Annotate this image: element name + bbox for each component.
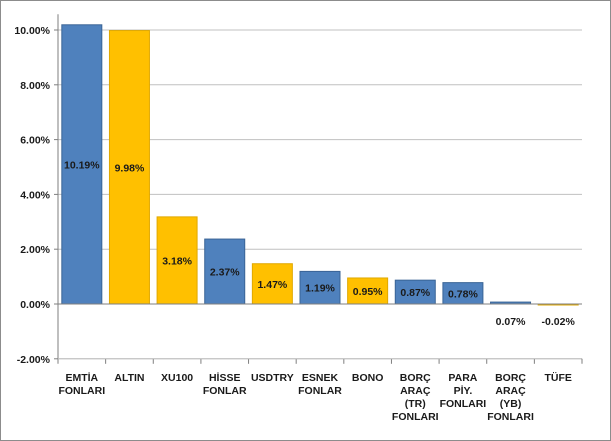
data-label: 0.78%	[448, 288, 478, 300]
category-label: FONLARI	[440, 398, 487, 410]
y-tick-label: 0.00%	[20, 299, 50, 311]
data-label: 0.87%	[400, 287, 430, 299]
data-label: -0.02%	[542, 316, 576, 328]
category-label: ARAÇ	[400, 385, 431, 397]
bar	[251, 263, 293, 305]
category-label: ALTIN	[114, 372, 144, 384]
category-label: XU100	[161, 372, 193, 384]
y-tick-label: 6.00%	[20, 135, 50, 147]
y-tick-label: 10.00%	[14, 25, 50, 37]
data-label: 1.47%	[257, 279, 287, 291]
data-label: 3.18%	[162, 255, 192, 267]
category-label: FONLARI	[392, 411, 439, 423]
category-label: USDTRY	[251, 372, 294, 384]
category-label: (YB)	[500, 398, 522, 410]
data-label: 0.95%	[353, 286, 383, 298]
bar	[299, 270, 341, 305]
y-axis-tick-labels: 10.00% 8.00% 6.00% 4.00% 2.00% 0.00% -2.00%	[14, 25, 50, 366]
y-tick-label: 4.00%	[20, 189, 50, 201]
y-tick-label: 8.00%	[20, 80, 50, 92]
category-label: BONO	[352, 372, 384, 384]
bar	[156, 216, 198, 305]
category-label: EMTİA	[65, 371, 98, 384]
category-label: TÜFE	[544, 371, 571, 384]
data-label: 1.19%	[305, 283, 335, 295]
category-label: (TR)	[405, 398, 426, 410]
data-label: 2.37%	[210, 267, 240, 279]
category-label: FONLAR	[298, 385, 342, 397]
value-labels: 10.19% 9.98% 3.18% 2.37% 1.47% 1.19% 0.95% 0.87…	[64, 159, 575, 328]
category-label: ESNEK	[302, 372, 339, 384]
bar	[204, 238, 246, 305]
bar	[108, 30, 150, 305]
bars	[61, 24, 579, 306]
category-label: PARA	[448, 372, 477, 384]
axes	[54, 14, 583, 364]
data-label: 9.98%	[115, 162, 145, 174]
y-tick-label: -2.00%	[17, 354, 51, 366]
category-label: FONLARI	[487, 411, 534, 423]
data-label: 10.19%	[64, 159, 100, 171]
category-label: HİSSE	[209, 371, 241, 384]
category-label: PİY.	[454, 384, 473, 397]
category-label: ARAÇ	[495, 385, 526, 397]
category-label: BORÇ	[400, 372, 431, 384]
category-label: BORÇ	[495, 372, 526, 384]
bar	[347, 277, 389, 305]
y-tick-label: 2.00%	[20, 244, 50, 256]
data-label: 0.07%	[496, 316, 526, 328]
category-label: FONLAR	[203, 385, 247, 397]
category-label: FONLARI	[58, 385, 105, 397]
